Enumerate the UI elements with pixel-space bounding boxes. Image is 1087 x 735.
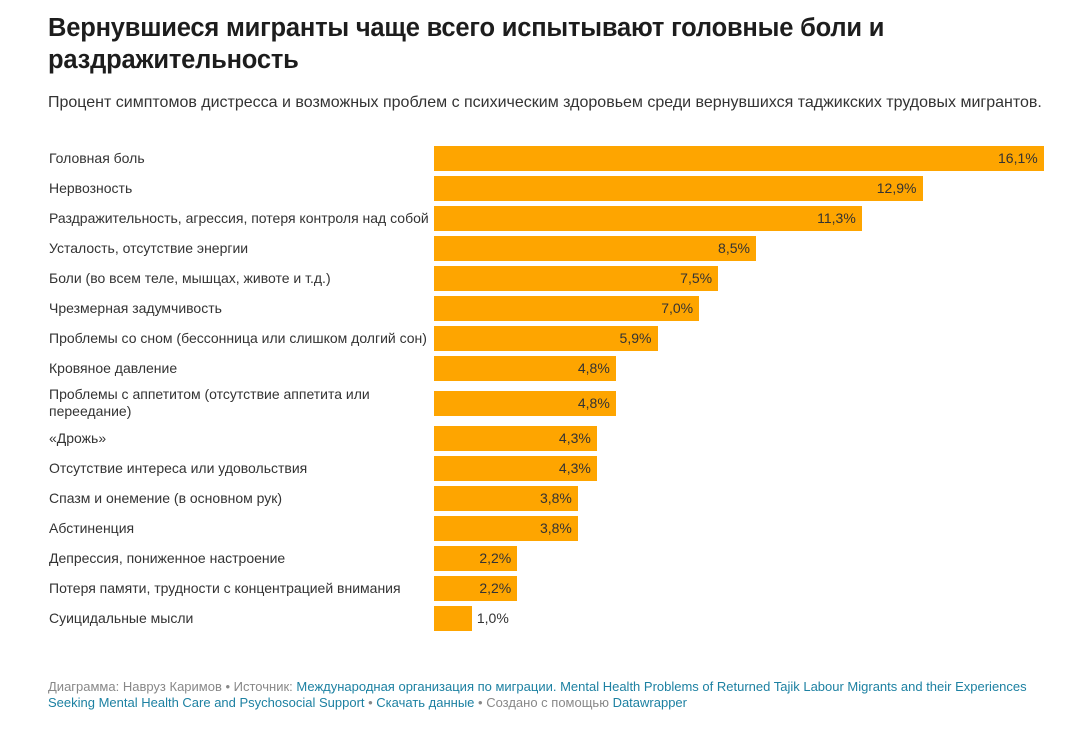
value-label: 2,2% [479,580,512,596]
source-prefix: Источник: [233,679,297,694]
bar [434,546,518,571]
chart-footer: Диаграмма: Навруз Каримов • Источник: Ме… [48,679,1048,711]
category-label: Кровяное давление [49,360,178,376]
bar [434,391,616,416]
bar [434,296,700,321]
chart-author: Диаграмма: Навруз Каримов [48,679,222,694]
bar [434,236,757,261]
category-label: Отсутствие интереса или удовольствия [49,460,308,476]
bar [434,356,616,381]
value-label: 8,5% [718,240,750,256]
footer-separator: • [474,695,487,710]
bar [434,426,597,451]
source-link[interactable]: Международная организация по миграции. M… [48,679,1027,710]
category-label: Нервозность [49,180,133,196]
bar [434,486,578,511]
bar [434,146,1044,171]
value-label: 12,9% [876,180,917,196]
value-label: 16,1% [998,150,1038,166]
category-label: Чрезмерная задумчивость [49,300,222,316]
value-label: 3,8% [539,490,572,506]
value-label: 7,0% [661,300,694,316]
value-label: 2,2% [479,550,512,566]
category-label: Спазм и онемение (в основном рук) [49,490,283,506]
category-label: Суицидальные мысли [49,610,194,626]
category-label: Головная боль [49,150,145,166]
footer-separator: • [221,679,234,694]
bar [434,456,597,481]
chart-title: Вернувшиеся мигранты чаще всего испытыва… [48,14,885,74]
bar [434,576,518,601]
category-label: Абстиненция [49,520,135,536]
value-label: 3,8% [539,520,572,536]
chart-subtitle: Процент симптомов дистресса и возможных … [48,94,1042,111]
category-label: Проблемы со сном (бессонница или слишком… [49,330,427,346]
value-label: 7,5% [680,270,713,286]
value-label: 4,8% [577,360,610,376]
bar [434,266,719,291]
category-label: Раздражительность, агрессия, потеря конт… [49,210,429,226]
footer-separator: • [364,695,377,710]
category-label: Проблемы с аппетитом (отсутствие аппетит… [49,386,370,419]
category-label: Боли (во всем теле, мышцах, животе и т.д… [49,270,331,286]
category-label: Усталость, отсутствие энергии [49,240,249,256]
category-label: «Дрожь» [49,430,107,446]
bar [434,606,472,631]
bar [434,176,923,201]
download-data-link[interactable]: Скачать данные [376,695,475,710]
bar [434,206,863,231]
value-label: 4,3% [558,430,591,446]
category-label: Депрессия, пониженное настроение [49,550,286,566]
bar [434,516,578,541]
value-label: 11,3% [817,210,856,226]
value-label: 4,8% [577,395,610,411]
category-label: Потеря памяти, трудности с концентрацией… [49,580,401,596]
value-label: 1,0% [476,610,509,626]
datawrapper-link[interactable]: Datawrapper [612,695,687,710]
value-label: 5,9% [619,330,652,346]
created-with-prefix: Создано с помощью [486,695,613,710]
value-label: 4,3% [558,460,591,476]
bar [434,326,658,351]
